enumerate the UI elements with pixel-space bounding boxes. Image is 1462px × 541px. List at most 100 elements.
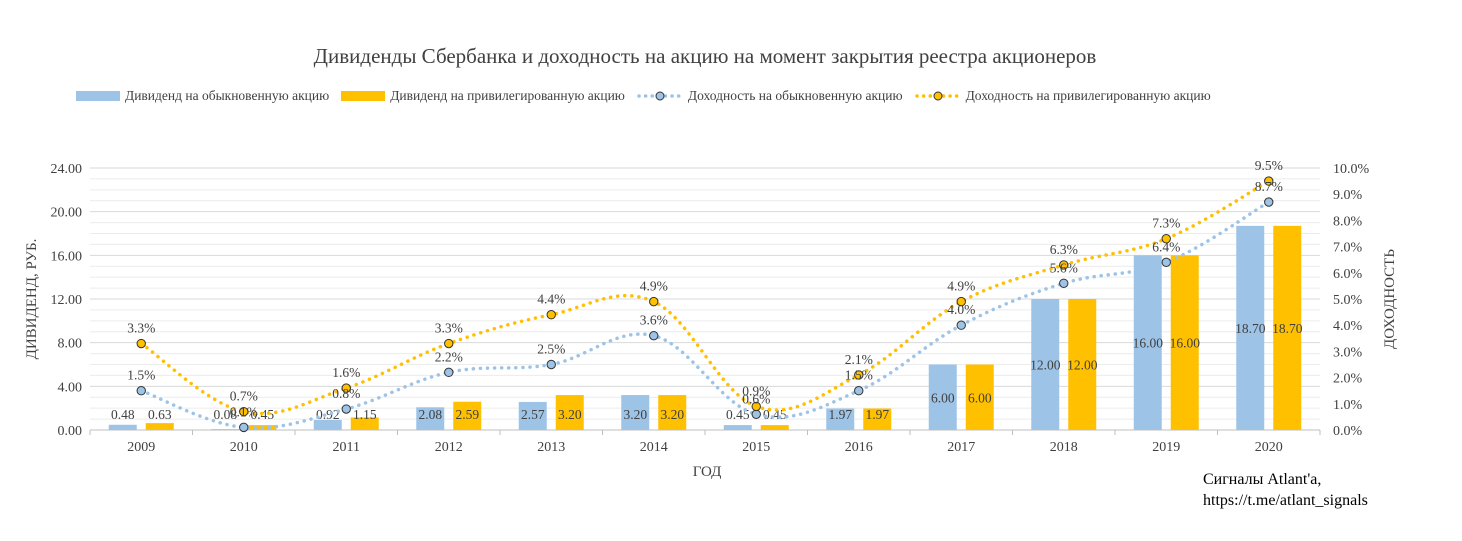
bar-label-ordinary: 18.70 — [1235, 321, 1266, 336]
bar-ordinary — [1133, 255, 1162, 430]
point-preferred-yield — [444, 338, 454, 349]
point-label-preferred-yield: 4.9% — [640, 279, 668, 294]
point-preferred-yield — [956, 296, 966, 307]
point-label-ordinary-yield: 0.6% — [742, 391, 770, 406]
x-tick-label: 2013 — [537, 440, 565, 455]
x-tick-label: 2012 — [435, 440, 463, 455]
point-ordinary-yield — [649, 330, 659, 341]
x-tick-label: 2016 — [845, 440, 873, 455]
x-tick-label: 2010 — [230, 440, 258, 455]
y-tick-label: 24.00 — [51, 162, 83, 177]
point-label-ordinary-yield: 1.5% — [127, 368, 155, 383]
point-preferred-yield — [546, 310, 556, 320]
bar-preferred — [1273, 225, 1302, 430]
bar-preferred — [658, 395, 687, 430]
bar-ordinary — [518, 401, 547, 430]
bar-ordinary — [723, 425, 752, 430]
point-label-preferred-yield: 3.3% — [127, 321, 155, 336]
point-label-preferred-yield: 4.4% — [537, 292, 565, 307]
bar-label-preferred: 12.00 — [1067, 358, 1098, 373]
point-ordinary-yield — [546, 359, 556, 370]
x-tick-label: 2017 — [947, 440, 975, 455]
point-preferred-yield — [1059, 260, 1069, 270]
point-ordinary-yield — [239, 422, 249, 433]
point-ordinary-yield — [136, 386, 146, 396]
bar-ordinary — [211, 429, 240, 430]
point-ordinary-yield — [1161, 257, 1171, 268]
bar-preferred — [453, 401, 482, 430]
bar-preferred — [965, 364, 994, 430]
y2-tick-label: 7.0% — [1333, 241, 1363, 256]
point-label-ordinary-yield: 2.5% — [537, 342, 565, 357]
legend-item-preferred-dividend: Дивиденд на привилегированную акцию — [341, 88, 625, 104]
y-tick-label: 20.00 — [51, 206, 83, 221]
legend-swatch-ordinary-yield — [637, 91, 683, 101]
y-tick-label: 0.00 — [58, 424, 83, 439]
x-tick-label: 2018 — [1050, 440, 1078, 455]
point-ordinary-yield — [854, 386, 864, 396]
y2-tick-label: 1.0% — [1333, 398, 1363, 413]
bar-preferred — [555, 395, 584, 430]
bar-label-preferred: 1.15 — [353, 407, 377, 422]
y-tick-label: 16.00 — [51, 249, 83, 264]
point-label-preferred-yield: 6.3% — [1050, 242, 1078, 257]
legend-swatch-preferred-dividend — [341, 91, 386, 101]
point-ordinary-yield — [341, 404, 351, 414]
credit-text: Сигналы Atlant'a, https://t.me/atlant_si… — [1203, 469, 1368, 511]
bar-label-ordinary: 6.00 — [931, 390, 955, 405]
bar-label-preferred: 16.00 — [1170, 336, 1201, 351]
y2-tick-label: 4.0% — [1333, 319, 1363, 334]
legend-label-preferred-yield: Доходность на привилегированную акцию — [965, 88, 1211, 103]
bar-label-preferred: 1.97 — [865, 407, 889, 422]
bar-ordinary — [416, 407, 445, 430]
y2-axis-title: ДОХОДНОСТЬ — [1382, 249, 1398, 349]
y2-tick-label: 10.0% — [1333, 162, 1370, 177]
bar-label-ordinary: 3.20 — [623, 407, 647, 422]
point-label-preferred-yield: 0.7% — [230, 389, 258, 404]
bar-label-ordinary: 2.08 — [418, 407, 442, 422]
bar-preferred — [863, 408, 892, 430]
legend-item-ordinary-yield: Доходность на обыкновенную акцию — [637, 88, 903, 104]
credit-line-2: https://t.me/atlant_signals — [1203, 492, 1368, 509]
point-label-ordinary-yield: 0.1% — [230, 404, 258, 419]
bar-label-ordinary: 16.00 — [1133, 336, 1164, 351]
x-tick-label: 2009 — [127, 440, 155, 455]
bar-preferred — [1170, 255, 1199, 430]
credit-line-1: Сигналы Atlant'a, — [1203, 471, 1322, 488]
y2-tick-label: 2.0% — [1333, 372, 1363, 387]
x-tick-label: 2019 — [1152, 440, 1180, 455]
y2-tick-label: 3.0% — [1333, 345, 1363, 360]
bar-ordinary — [826, 408, 855, 430]
point-ordinary-yield — [751, 409, 761, 419]
bar-ordinary — [928, 364, 957, 430]
bar-ordinary — [313, 419, 342, 430]
point-preferred-yield — [341, 383, 351, 393]
bar-label-ordinary: 0.92 — [316, 407, 340, 422]
point-preferred-yield — [751, 401, 761, 412]
legend-item-preferred-yield: Доходность на привилегированную акцию — [914, 88, 1211, 104]
y-tick-label: 4.00 — [58, 380, 83, 395]
legend-item-ordinary-dividend: Дивиденд на обыкновенную акцию — [76, 88, 329, 104]
point-label-ordinary-yield: 6.4% — [1152, 239, 1180, 254]
point-label-preferred-yield: 9.5% — [1255, 158, 1283, 173]
x-tick-label: 2015 — [742, 440, 770, 455]
bar-label-ordinary: 12.00 — [1030, 358, 1061, 373]
y2-tick-label: 8.0% — [1333, 214, 1363, 229]
bar-preferred — [1068, 299, 1097, 430]
bar-label-ordinary: 2.57 — [521, 407, 545, 422]
point-label-ordinary-yield: 3.6% — [640, 313, 668, 328]
point-label-preferred-yield: 7.3% — [1152, 216, 1180, 231]
line-preferred-yield — [139, 179, 1271, 416]
point-label-ordinary-yield: 2.2% — [435, 349, 463, 364]
y-tick-label: 8.00 — [58, 337, 83, 352]
legend-swatch-ordinary-dividend — [76, 91, 120, 101]
x-tick-label: 2011 — [333, 440, 360, 455]
x-tick-label: 2020 — [1255, 440, 1283, 455]
bar-preferred — [760, 425, 789, 430]
point-preferred-yield — [1161, 234, 1171, 244]
bar-preferred — [350, 417, 379, 430]
point-preferred-yield — [136, 338, 146, 349]
y2-tick-label: 5.0% — [1333, 293, 1363, 308]
bar-label-preferred: 0.63 — [148, 407, 172, 422]
legend-swatch-preferred-yield — [914, 91, 961, 101]
